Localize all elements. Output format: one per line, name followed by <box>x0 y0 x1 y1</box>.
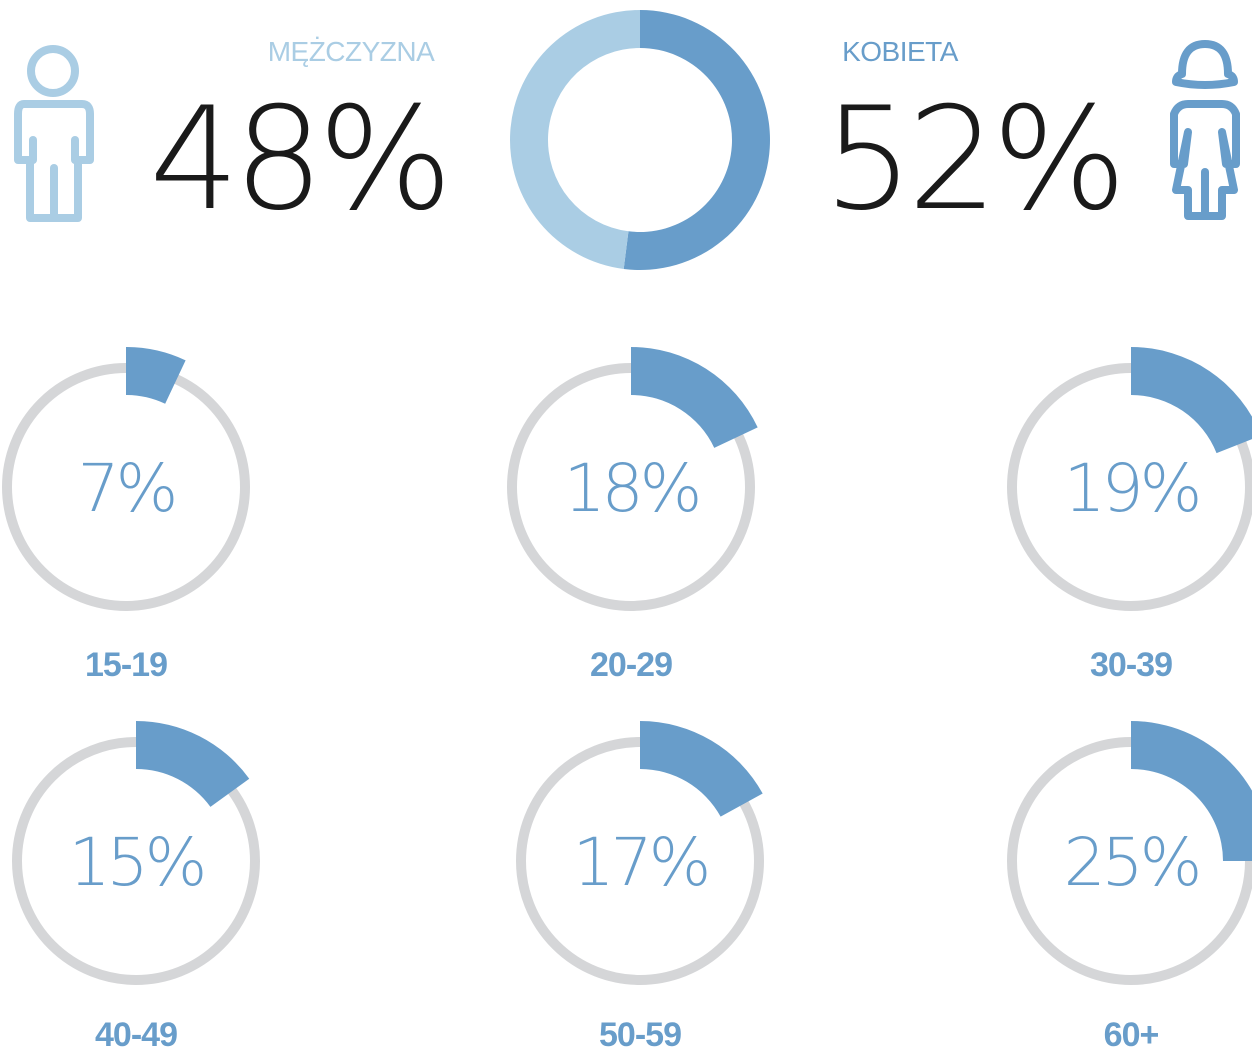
male-label: MĘŻCZYZNA <box>268 36 435 67</box>
age-group-label: 15-19 <box>85 646 167 684</box>
age-ring-30-39: 19% 30-39 <box>1007 347 1252 684</box>
ring-percent-label: 18% <box>564 450 699 527</box>
ring-arc <box>640 721 763 817</box>
ring-percent-label: 15% <box>69 824 204 901</box>
age-group-label: 50-59 <box>599 1016 681 1049</box>
ring-arc <box>136 721 250 807</box>
ring-percent-label: 17% <box>573 824 708 901</box>
age-ring-20-29: 18% 20-29 <box>507 347 758 684</box>
ring-percent-label: 7% <box>78 450 175 527</box>
age-ring-60+: 25% 60+ <box>1007 721 1252 1049</box>
ring-arc <box>126 347 186 404</box>
female-person-icon <box>1170 40 1240 220</box>
age-group-label: 30-39 <box>1090 646 1172 684</box>
gender-donut-chart <box>509 10 770 270</box>
male-person-icon <box>14 45 94 222</box>
ring-arc <box>631 347 758 448</box>
age-ring-15-19: 7% 15-19 <box>2 347 250 684</box>
donut-slice-female <box>623 10 770 270</box>
female-percent: 52% <box>823 77 1121 242</box>
age-group-label: 60+ <box>1104 1016 1159 1049</box>
female-label: KOBIETA <box>842 36 959 67</box>
ring-arc <box>1131 347 1252 454</box>
age-rings-group: 7% 15-19 18% 20-29 19% 30-39 15% 40-49 17% 50-59 2… <box>2 347 1252 1049</box>
ring-arc <box>1131 721 1252 861</box>
male-percent: 48% <box>149 77 447 242</box>
age-group-label: 40-49 <box>95 1016 177 1049</box>
age-ring-50-59: 17% 50-59 <box>516 721 764 1049</box>
donut-slice-male <box>509 10 640 269</box>
age-ring-40-49: 15% 40-49 <box>12 721 260 1049</box>
ring-percent-label: 25% <box>1064 824 1199 901</box>
age-group-label: 20-29 <box>590 646 672 684</box>
ring-percent-label: 19% <box>1064 450 1199 527</box>
